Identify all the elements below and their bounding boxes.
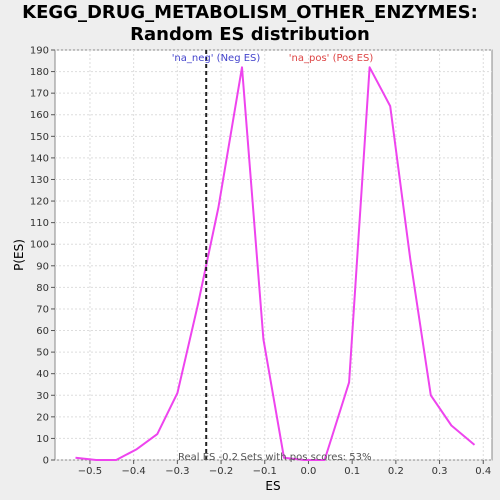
pos-scores-label: Sets with pos scores: 53% <box>241 452 372 463</box>
y-axis-label: P(ES) <box>12 239 26 271</box>
y-tick-label: 20 <box>36 412 49 423</box>
chart-title: KEGG_DRUG_METABOLISM_OTHER_ENZYMES: Rand… <box>0 2 500 46</box>
y-tick-label: 160 <box>30 110 49 121</box>
x-tick-label: 0.2 <box>388 466 404 477</box>
es-distribution-line <box>75 66 476 461</box>
series-layer <box>75 50 476 461</box>
x-tick-label: 0.1 <box>344 466 360 477</box>
y-tick-label: 40 <box>36 369 49 380</box>
annotations: 'na_neg' (Neg ES) 'na_pos' (Pos ES) Real… <box>172 53 374 463</box>
y-tick-label: 190 <box>30 46 49 57</box>
y-tick-label: 90 <box>36 261 49 272</box>
x-tick-label: −0.3 <box>165 466 189 477</box>
x-tick-label: −0.5 <box>78 466 102 477</box>
axes: 0 10 20 30 40 50 60 70 80 90 100 110 120 130 140 150 160… <box>30 46 491 478</box>
x-axis-label: ES <box>265 479 280 493</box>
y-tick-label: 170 <box>30 89 49 100</box>
y-tick-label: 0 <box>43 456 49 467</box>
y-tick-label: 80 <box>36 283 49 294</box>
y-tick-label: 110 <box>30 218 49 229</box>
x-tick-label: −0.1 <box>253 466 277 477</box>
y-tick-label: 70 <box>36 304 49 315</box>
y-tick-label: 140 <box>30 153 49 164</box>
y-tick-label: 60 <box>36 326 49 337</box>
y-tick-label: 30 <box>36 391 49 402</box>
y-tick-label: 100 <box>30 240 49 251</box>
y-tick-label: 180 <box>30 67 49 78</box>
y-tick-label: 120 <box>30 197 49 208</box>
y-tick-label: 130 <box>30 175 49 186</box>
x-tick-label: 0.0 <box>301 466 317 477</box>
x-tick-label: 0.4 <box>475 466 491 477</box>
y-tick-label: 50 <box>36 348 49 359</box>
x-tick-label: 0.3 <box>432 466 448 477</box>
x-tick-label: −0.4 <box>122 466 146 477</box>
pos-es-label: 'na_pos' (Pos ES) <box>289 53 374 64</box>
real-es-label: Real ES -0.2 <box>178 452 238 463</box>
grid-lines <box>55 49 492 461</box>
x-tick-label: −0.2 <box>209 466 233 477</box>
chart-title-line2: Random ES distribution <box>130 24 370 45</box>
chart-title-line1: KEGG_DRUG_METABOLISM_OTHER_ENZYMES: <box>22 2 478 23</box>
y-tick-label: 10 <box>36 434 49 445</box>
y-tick-label: 150 <box>30 132 49 143</box>
neg-es-label: 'na_neg' (Neg ES) <box>172 53 261 64</box>
